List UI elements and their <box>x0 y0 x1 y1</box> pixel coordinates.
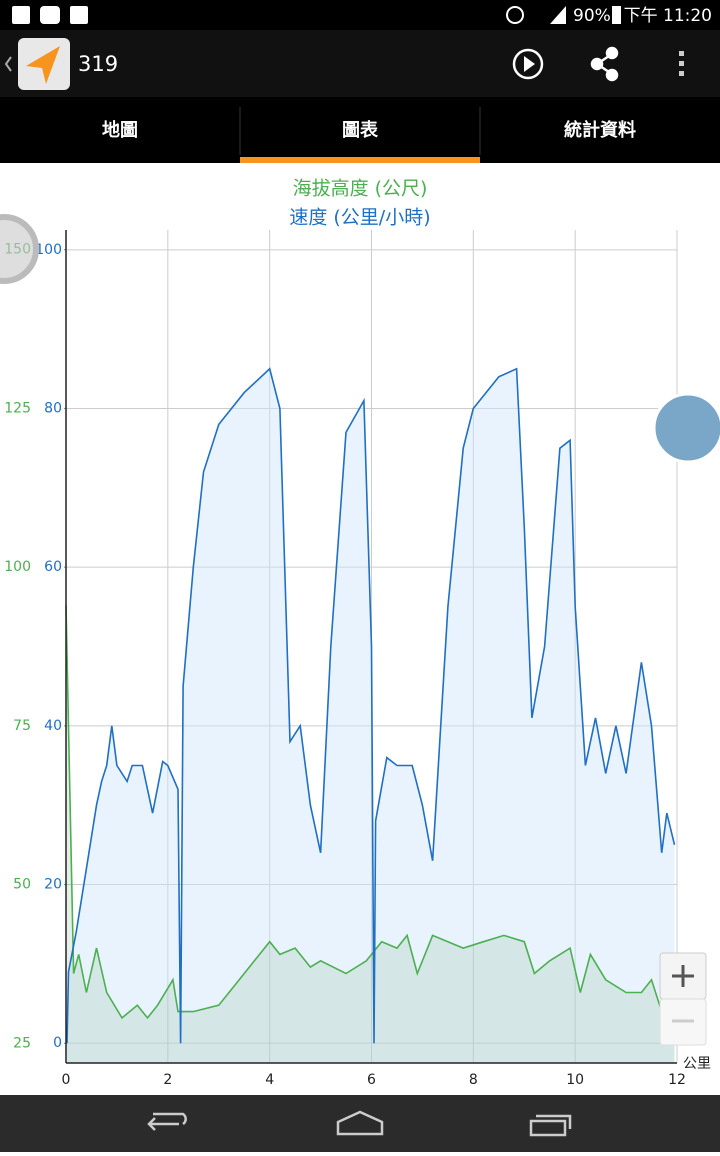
y-tick-label: 40 <box>44 718 62 734</box>
x-tick-label: 0 <box>62 1072 71 1088</box>
signal-icon <box>550 6 566 24</box>
y-tick-label: 80 <box>44 401 62 417</box>
series-line <box>66 367 676 1044</box>
tab[interactable]: 地圖 <box>102 119 138 141</box>
x-tick-label: 6 <box>367 1072 376 1088</box>
play-icon <box>524 56 535 72</box>
plot: 024681012020406080100255075100125150公里 <box>4 230 711 1088</box>
x-tick-label: 8 <box>469 1072 478 1088</box>
status-icon <box>70 6 88 24</box>
x-tick-label: 10 <box>566 1072 584 1088</box>
y-tick-label: 100 <box>35 242 62 258</box>
clock: 下午 11:20 <box>624 6 712 26</box>
battery-percent: 90% <box>573 6 611 26</box>
menu-button[interactable] <box>679 51 684 76</box>
y-tick-label: 60 <box>44 559 62 575</box>
x-tick-label: 12 <box>668 1072 686 1088</box>
y2-tick-label: 125 <box>4 400 31 416</box>
series-line <box>65 605 675 1020</box>
y-tick-label: 20 <box>44 877 62 893</box>
area-fill <box>67 368 675 1063</box>
x-axis-label: 公里 <box>683 1056 711 1072</box>
zoom-in-icon <box>672 965 694 987</box>
back-arrow[interactable] <box>4 56 12 72</box>
tab[interactable]: 圖表 <box>342 119 379 141</box>
alarm-icon <box>506 6 524 24</box>
tab[interactable]: 統計資料 <box>564 119 636 141</box>
back-button[interactable] <box>147 1112 187 1131</box>
tab-bar <box>0 97 720 163</box>
x-tick-label: 2 <box>163 1072 172 1088</box>
x-tick-label: 4 <box>265 1072 274 1088</box>
home-button[interactable] <box>336 1110 384 1136</box>
play-button[interactable] <box>512 48 544 80</box>
y2-tick-label: 75 <box>13 718 31 734</box>
y-tick-label: 0 <box>53 1035 62 1051</box>
y2-tick-label: 25 <box>13 1035 31 1051</box>
y2-tick-label: 100 <box>4 559 31 575</box>
series-title: 速度 (公里/小時) <box>289 207 430 229</box>
y2-tick-label: 50 <box>13 877 31 893</box>
app-title: 319 <box>78 52 118 76</box>
floating-widget[interactable] <box>0 214 39 284</box>
battery-icon <box>612 6 621 24</box>
series-title: 海拔高度 (公尺) <box>293 178 428 200</box>
nav-bar <box>0 1095 720 1152</box>
area-fill <box>66 605 675 1063</box>
status-icon <box>12 6 30 24</box>
status-bar <box>0 0 720 30</box>
chat-head[interactable] <box>652 392 720 464</box>
tab-indicator <box>240 157 480 163</box>
status-icon <box>40 6 60 24</box>
share-button[interactable] <box>590 46 619 82</box>
recents-button[interactable] <box>529 1114 572 1137</box>
app-icon-arrow <box>26 46 60 84</box>
